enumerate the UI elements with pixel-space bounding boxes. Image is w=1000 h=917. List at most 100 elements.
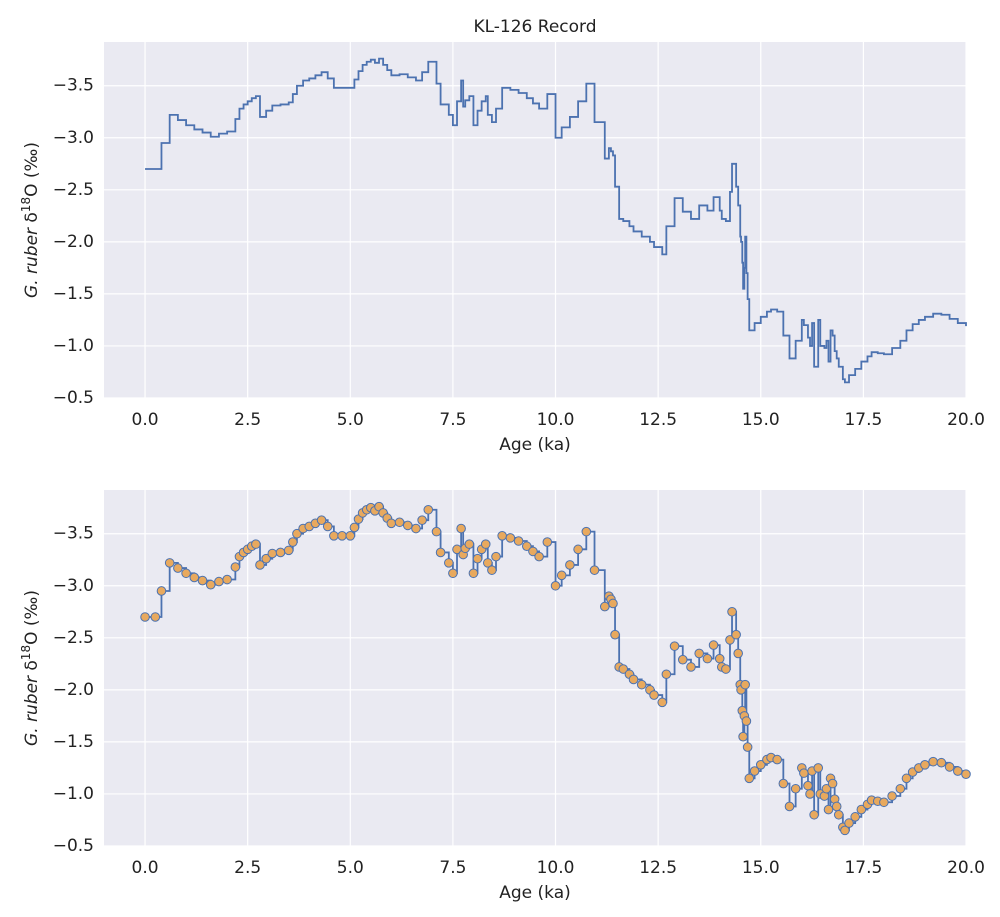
data-point <box>283 545 294 556</box>
data-line <box>145 57 967 384</box>
y-tick-label: −1.0 <box>53 336 94 356</box>
data-point <box>744 773 755 784</box>
data-point <box>686 662 696 672</box>
y-axis-label-part: δ <box>22 212 42 228</box>
data-point <box>636 679 647 690</box>
plot-area <box>104 42 966 398</box>
data-point <box>197 575 208 586</box>
data-point <box>534 551 544 562</box>
data-point <box>275 547 286 558</box>
y-tick-label: −3.0 <box>53 576 94 596</box>
data-point <box>261 553 271 564</box>
data-point <box>731 629 741 640</box>
data-point <box>599 601 610 612</box>
data-point <box>738 731 748 742</box>
data-point <box>542 537 553 547</box>
data-point <box>402 520 413 531</box>
data-point <box>345 531 356 541</box>
y-axis-label-part: G. ruber <box>22 675 42 746</box>
x-axis-label: Age (ka) <box>499 435 571 455</box>
data-point <box>448 568 458 579</box>
data-point <box>944 762 955 772</box>
data-point <box>173 563 183 573</box>
data-point <box>879 797 889 808</box>
data-point <box>222 574 232 585</box>
data-point <box>901 773 912 784</box>
data-point <box>513 536 524 546</box>
y-tick-label: −1.0 <box>53 784 94 804</box>
data-point <box>337 531 347 541</box>
y-axis-label-part: δ <box>22 660 42 676</box>
x-tick-label: 20.0 <box>947 410 985 430</box>
data-point <box>528 546 538 557</box>
x-tick-label: 17.5 <box>844 858 882 878</box>
data-point <box>394 517 405 528</box>
data-point <box>727 606 737 617</box>
x-tick-label: 7.5 <box>439 858 466 878</box>
data-point <box>267 548 278 559</box>
y-axis-label-part: O (‰) <box>22 590 42 645</box>
y-tick-label: −3.5 <box>53 76 94 96</box>
data-point <box>702 653 713 664</box>
data-point <box>251 539 261 549</box>
data-point <box>714 653 725 664</box>
data-point <box>661 669 672 680</box>
data-point <box>850 812 860 822</box>
data-point <box>628 674 639 685</box>
data-point <box>205 579 216 590</box>
data-point <box>749 766 760 776</box>
data-point <box>649 690 659 700</box>
x-tick-label: 17.5 <box>844 410 882 430</box>
y-axis-label-part: G. ruber <box>22 227 42 298</box>
data-point <box>708 640 719 650</box>
data-point <box>805 789 815 799</box>
data-point <box>740 679 750 690</box>
data-point <box>435 547 446 558</box>
data-point <box>844 818 854 828</box>
data-point <box>809 809 819 820</box>
data-point <box>491 551 501 562</box>
data-point <box>725 635 735 645</box>
data-point <box>856 804 867 815</box>
data-point <box>417 515 427 525</box>
data-point <box>349 522 360 533</box>
data-point <box>431 526 442 537</box>
data-point <box>694 648 704 659</box>
data-point <box>181 568 191 579</box>
data-point <box>618 664 629 674</box>
y-axis-label-part: O (‰) <box>22 142 42 197</box>
y-tick-label: −3.0 <box>53 128 94 148</box>
data-point <box>920 760 930 770</box>
data-point <box>827 778 838 789</box>
x-tick-label: 2.5 <box>234 410 261 430</box>
data-point <box>464 539 475 549</box>
data-point <box>316 515 327 525</box>
data-point <box>936 757 947 768</box>
data-point <box>189 572 200 583</box>
data-point <box>423 504 434 515</box>
data-point <box>799 768 809 778</box>
y-axis-label: G. ruber δ18O (‰) <box>19 590 42 746</box>
data-point <box>214 576 224 587</box>
x-axis-label: Age (ka) <box>499 883 571 903</box>
data-point <box>677 654 688 665</box>
x-tick-label: 2.5 <box>234 858 261 878</box>
y-tick-label: −2.0 <box>53 680 94 700</box>
data-point <box>831 801 842 812</box>
data-point <box>444 558 454 568</box>
x-tick-label: 10.0 <box>537 410 575 430</box>
data-point <box>784 801 795 812</box>
x-tick-label: 15.0 <box>742 858 780 878</box>
data-point <box>411 523 421 534</box>
data-point <box>497 531 507 541</box>
data-point <box>581 526 592 537</box>
data-point <box>952 766 963 776</box>
data-point <box>742 742 753 752</box>
data-point <box>505 533 516 543</box>
x-tick-label: 5.0 <box>337 410 364 430</box>
data-point <box>669 641 680 651</box>
data-point <box>813 763 824 773</box>
y-tick-label: −0.5 <box>53 836 94 856</box>
